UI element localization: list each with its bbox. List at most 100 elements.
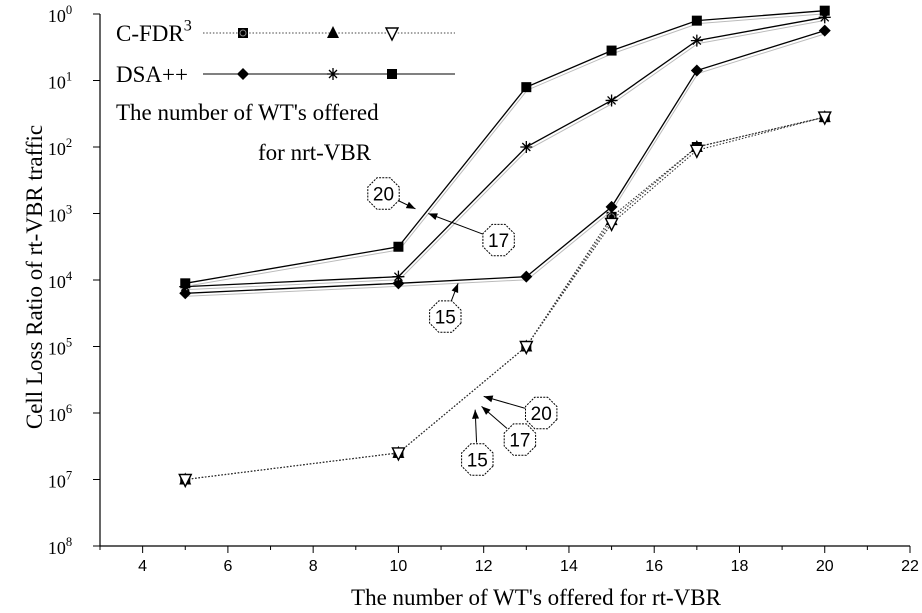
x-tick-label: 14	[560, 558, 578, 575]
legend-marker	[387, 69, 397, 79]
data-point	[819, 5, 830, 16]
legend-label: DSA++	[116, 62, 188, 87]
x-tick-label: 16	[645, 558, 663, 575]
annotation-arrowhead	[451, 283, 459, 293]
x-tick-label: 6	[223, 558, 232, 575]
series-line-shadow	[186, 13, 826, 287]
series-line-shadow	[186, 33, 826, 297]
data-point	[605, 200, 618, 213]
y-tick-label: 102	[48, 136, 72, 159]
annotation-callout: 17	[428, 213, 515, 257]
series-line	[185, 16, 825, 288]
annotation-label: 17	[488, 231, 509, 252]
y-tick-label: 106	[48, 402, 72, 425]
data-point	[691, 15, 702, 26]
data-point	[521, 82, 532, 93]
series-cfdr3-nrt20	[178, 111, 832, 489]
y-tick-label-sup: 2	[66, 136, 72, 150]
annotation-arrowhead	[472, 409, 480, 419]
series-dsa-nrt15	[179, 24, 831, 300]
y-tick-label-base: 10	[48, 272, 66, 292]
data-point	[519, 340, 534, 356]
legend-marker	[238, 28, 248, 38]
x-tick-label: 10	[390, 558, 408, 575]
y-tick-label-base: 10	[48, 206, 66, 226]
legend-label: C-FDR3	[116, 18, 192, 46]
y-tick-label-sup: 1	[66, 69, 72, 83]
series-line	[185, 116, 825, 481]
series-line	[185, 116, 825, 481]
series-dsa-nrt17	[179, 11, 831, 293]
annotation-callout: 15	[429, 283, 462, 333]
legend-caption: for nrt-VBR	[258, 140, 372, 165]
data-point	[604, 217, 619, 233]
annotation-callout: 17	[481, 405, 537, 456]
series-line	[185, 116, 825, 481]
axes: 4 6 8 10 12 14 16 18 20 2210810710610510410310210…	[48, 3, 919, 575]
y-tick-label-sup: 5	[66, 335, 72, 349]
data-point	[180, 278, 191, 289]
data-point	[606, 45, 617, 56]
data-point	[392, 270, 405, 283]
legend-marker	[384, 27, 400, 42]
y-tick-label-sup: 0	[66, 3, 72, 17]
annotation-octagon	[429, 300, 462, 333]
y-tick-label-base: 10	[48, 139, 66, 159]
x-tick-label: 22	[901, 558, 919, 575]
annotation-callout: 15	[461, 409, 494, 476]
y-tick-label: 108	[48, 535, 72, 558]
series-cfdr3-nrt17	[179, 110, 831, 485]
data-point	[178, 473, 193, 489]
data-point	[690, 34, 703, 47]
legend: C-FDR3 DSA++ The number of WT's offered for…	[116, 18, 455, 165]
x-tick-label: 8	[309, 558, 318, 575]
annotation-label: 20	[531, 404, 552, 425]
series-layer	[178, 5, 832, 489]
legend-marker	[327, 68, 339, 80]
y-tick-label-base: 10	[48, 405, 66, 425]
data-point	[520, 141, 533, 153]
series-line	[185, 29, 825, 294]
x-tick-label: 18	[731, 558, 749, 575]
y-tick-label-base: 10	[48, 339, 66, 359]
y-tick-label: 101	[48, 69, 72, 92]
x-tick-label: 20	[816, 558, 834, 575]
y-tick-label-sup: 3	[66, 202, 72, 216]
annotation-octagon	[503, 423, 537, 456]
annotation-arrow	[428, 213, 483, 235]
data-point	[818, 11, 831, 24]
y-tick-label-sup: 7	[66, 468, 72, 482]
y-axis-label: Cell Loss Ratio of rt-VBR traffic	[22, 125, 47, 429]
y-tick-label-sup: 4	[66, 269, 73, 283]
legend-marker-inner	[239, 29, 247, 37]
x-tick-label: 12	[475, 558, 493, 575]
annotation-octagon	[482, 223, 515, 257]
data-point	[690, 64, 703, 77]
annotation-octagon	[461, 443, 494, 476]
y-tick-label-sup: 8	[66, 535, 72, 549]
x-axis-label: The number of WT's offered for rt-VBR	[351, 585, 722, 610]
annotation-arrowhead	[405, 201, 416, 209]
data-point	[818, 24, 831, 37]
y-tick-label-base: 10	[48, 6, 66, 26]
annotation-octagon	[367, 177, 400, 210]
annotation-label: 15	[467, 451, 488, 472]
annotation-callout: 20	[483, 395, 558, 430]
y-tick-label: 104	[48, 269, 73, 292]
legend-row: C-FDR3	[116, 18, 455, 46]
x-tick-label: 4	[138, 558, 147, 575]
series-dsa-nrt20	[180, 5, 830, 289]
annotation-label: 17	[509, 431, 530, 452]
data-point	[391, 447, 406, 462]
annotation-octagon	[525, 396, 558, 430]
y-tick-label-base: 10	[48, 538, 66, 558]
data-point	[817, 111, 832, 126]
legend-label-base: C-FDR	[116, 21, 184, 46]
legend-caption: The number of WT's offered	[116, 100, 379, 125]
annotation-callout: 20	[367, 177, 416, 210]
series-line	[185, 10, 825, 284]
data-point	[605, 94, 618, 107]
legend-label-sup: 3	[184, 18, 192, 35]
